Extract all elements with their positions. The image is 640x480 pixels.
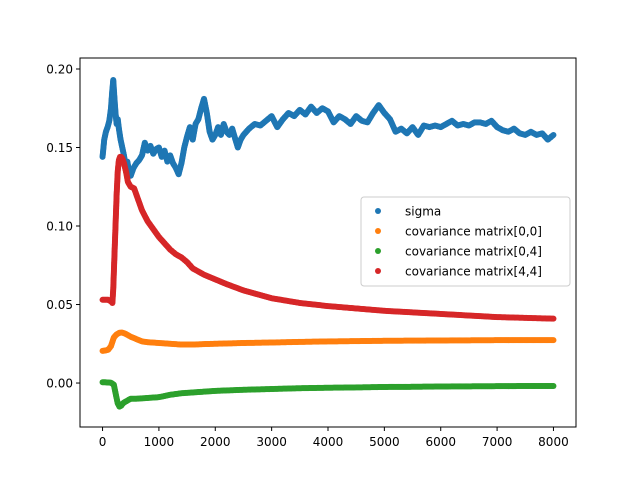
y-tick-label: 0.00 [46, 377, 73, 391]
x-tick-label: 2000 [200, 435, 231, 449]
y-tick-label: 0.05 [46, 298, 73, 312]
legend: sigma covariance matrix[0,0] covariance ma… [360, 196, 571, 287]
series-1 [99, 329, 557, 354]
y-axis: 0.00 0.05 0.10 0.15 0.20 [46, 62, 80, 391]
legend-marker [375, 268, 381, 274]
x-tick-label: 6000 [425, 435, 456, 449]
y-tick-label: 0.20 [46, 62, 73, 76]
legend-label: covariance matrix[0,4] [405, 245, 542, 259]
x-tick-label: 3000 [256, 435, 287, 449]
x-axis: 0 1000 2000 3000 4000 5000 6000 7000 8000 [99, 427, 569, 449]
legend-box [360, 196, 571, 287]
x-tick-label: 0 [99, 435, 107, 449]
x-tick-label: 7000 [482, 435, 513, 449]
y-tick-label: 0.15 [46, 141, 73, 155]
x-tick-label: 1000 [144, 435, 175, 449]
series-3 [99, 153, 557, 322]
series-2 [99, 379, 557, 410]
data-point [550, 383, 557, 390]
legend-marker [375, 228, 381, 234]
x-tick-label: 8000 [538, 435, 569, 449]
x-tick-label: 5000 [369, 435, 400, 449]
legend-label: sigma [405, 205, 441, 219]
x-tick-label: 4000 [313, 435, 344, 449]
y-tick-label: 0.10 [46, 220, 73, 234]
legend-label: covariance matrix[0,0] [405, 225, 542, 239]
data-point [550, 337, 557, 344]
legend-marker [375, 248, 381, 254]
legend-marker [375, 208, 381, 214]
data-point [550, 315, 557, 322]
series-layer [99, 76, 557, 410]
data-point [550, 131, 557, 138]
legend-label: covariance matrix[4,4] [405, 265, 542, 279]
